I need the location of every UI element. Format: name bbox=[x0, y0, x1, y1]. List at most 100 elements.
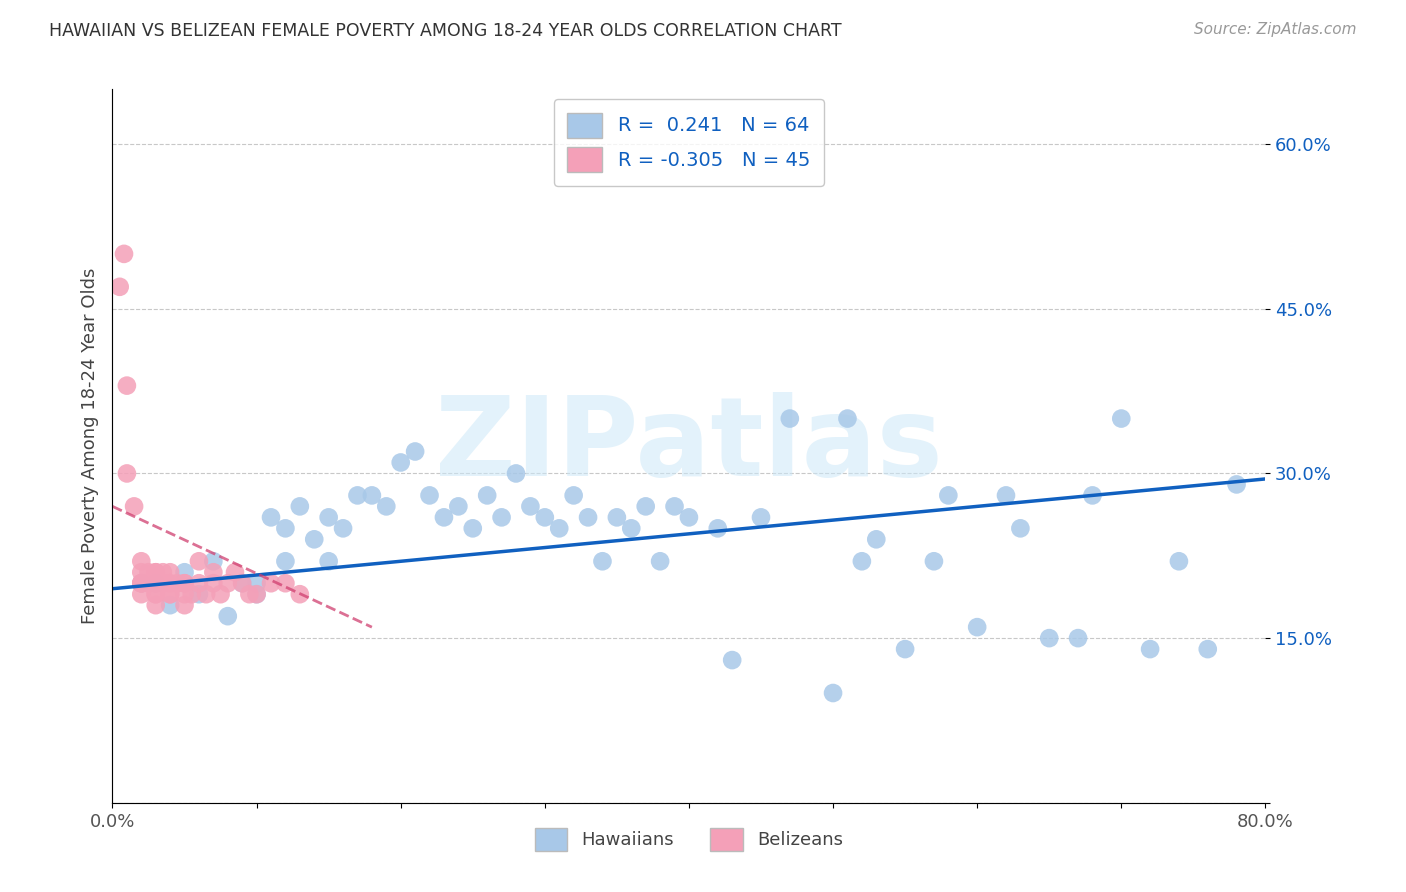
Point bbox=[491, 510, 513, 524]
Point bbox=[318, 554, 340, 568]
Point bbox=[217, 576, 239, 591]
Point bbox=[152, 566, 174, 580]
Point bbox=[447, 500, 470, 514]
Point bbox=[606, 510, 628, 524]
Point bbox=[318, 510, 340, 524]
Point bbox=[721, 653, 744, 667]
Point bbox=[274, 554, 297, 568]
Point bbox=[115, 467, 138, 481]
Point bbox=[231, 576, 253, 591]
Point bbox=[1167, 554, 1189, 568]
Point bbox=[360, 488, 382, 502]
Point bbox=[678, 510, 700, 524]
Point bbox=[138, 566, 160, 580]
Text: Source: ZipAtlas.com: Source: ZipAtlas.com bbox=[1194, 22, 1357, 37]
Point bbox=[173, 576, 195, 591]
Point bbox=[217, 609, 239, 624]
Point bbox=[129, 576, 153, 591]
Legend: Hawaiians, Belizeans: Hawaiians, Belizeans bbox=[527, 821, 851, 858]
Point bbox=[145, 566, 167, 580]
Point bbox=[145, 587, 167, 601]
Point bbox=[562, 488, 585, 502]
Point bbox=[129, 576, 153, 591]
Point bbox=[202, 566, 225, 580]
Point bbox=[650, 554, 672, 568]
Point bbox=[159, 566, 181, 580]
Point bbox=[129, 554, 153, 568]
Point bbox=[246, 587, 269, 601]
Point bbox=[288, 587, 311, 601]
Point bbox=[664, 500, 686, 514]
Point bbox=[1067, 631, 1090, 645]
Point bbox=[346, 488, 368, 502]
Point bbox=[389, 455, 412, 469]
Point bbox=[129, 576, 153, 591]
Point bbox=[851, 554, 873, 568]
Point bbox=[209, 587, 232, 601]
Point bbox=[548, 521, 571, 535]
Point bbox=[166, 576, 188, 591]
Point bbox=[576, 510, 599, 524]
Point bbox=[231, 576, 253, 591]
Point bbox=[894, 642, 917, 657]
Point bbox=[129, 587, 153, 601]
Point bbox=[145, 576, 167, 591]
Point bbox=[288, 500, 311, 514]
Point bbox=[260, 510, 283, 524]
Point bbox=[966, 620, 988, 634]
Point bbox=[188, 576, 211, 591]
Point bbox=[274, 521, 297, 535]
Point bbox=[461, 521, 484, 535]
Point bbox=[304, 533, 326, 547]
Point bbox=[779, 411, 801, 425]
Point bbox=[1081, 488, 1104, 502]
Point bbox=[274, 576, 297, 591]
Point bbox=[202, 554, 225, 568]
Point bbox=[995, 488, 1018, 502]
Point bbox=[145, 598, 167, 612]
Text: ZIPatlas: ZIPatlas bbox=[434, 392, 943, 500]
Point bbox=[1010, 521, 1032, 535]
Point bbox=[1139, 642, 1161, 657]
Point bbox=[865, 533, 887, 547]
Point bbox=[138, 576, 160, 591]
Point bbox=[145, 566, 167, 580]
Point bbox=[922, 554, 945, 568]
Point bbox=[375, 500, 398, 514]
Point bbox=[159, 587, 181, 601]
Point bbox=[152, 576, 174, 591]
Point bbox=[246, 587, 269, 601]
Point bbox=[188, 554, 211, 568]
Point bbox=[112, 247, 135, 261]
Point bbox=[108, 280, 131, 294]
Point bbox=[202, 576, 225, 591]
Point bbox=[749, 510, 772, 524]
Point bbox=[505, 467, 527, 481]
Point bbox=[115, 378, 138, 392]
Point bbox=[1197, 642, 1219, 657]
Point bbox=[129, 566, 153, 580]
Point bbox=[159, 598, 181, 612]
Point bbox=[1111, 411, 1133, 425]
Point bbox=[145, 587, 167, 601]
Point bbox=[1226, 477, 1249, 491]
Point bbox=[433, 510, 456, 524]
Point bbox=[404, 444, 426, 458]
Text: HAWAIIAN VS BELIZEAN FEMALE POVERTY AMONG 18-24 YEAR OLDS CORRELATION CHART: HAWAIIAN VS BELIZEAN FEMALE POVERTY AMON… bbox=[49, 22, 842, 40]
Y-axis label: Female Poverty Among 18-24 Year Olds: Female Poverty Among 18-24 Year Olds bbox=[80, 268, 98, 624]
Point bbox=[837, 411, 859, 425]
Point bbox=[122, 500, 145, 514]
Point bbox=[475, 488, 499, 502]
Point bbox=[188, 587, 211, 601]
Point bbox=[180, 587, 202, 601]
Point bbox=[821, 686, 844, 700]
Point bbox=[260, 576, 283, 591]
Point bbox=[620, 521, 643, 535]
Point bbox=[145, 576, 167, 591]
Point bbox=[173, 566, 195, 580]
Point bbox=[129, 576, 153, 591]
Point bbox=[238, 587, 260, 601]
Point bbox=[159, 576, 181, 591]
Point bbox=[246, 576, 269, 591]
Point bbox=[936, 488, 959, 502]
